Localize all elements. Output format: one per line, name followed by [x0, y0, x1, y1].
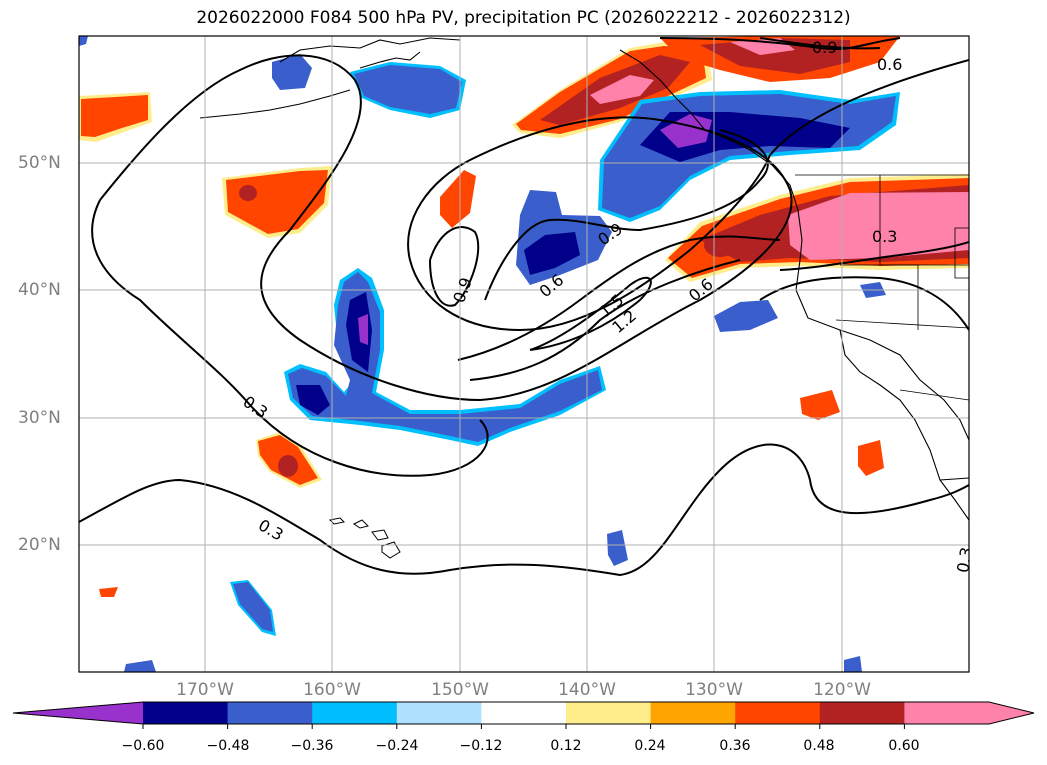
- hawaii-islands: [328, 517, 401, 559]
- colorbar-tick-label: 0.48: [803, 738, 835, 754]
- colorbar-tick-label: 0.36: [719, 738, 751, 754]
- political-borders: [795, 174, 969, 401]
- colorbar-tick-label: 0.60: [888, 738, 920, 754]
- colorbar-segment: [396, 702, 482, 724]
- lat-label-50n: 50°N: [18, 153, 61, 173]
- colorbar-segment: [143, 702, 229, 724]
- colorbar-tick-label: −0.12: [459, 738, 503, 754]
- contour-label: 0.9: [812, 38, 837, 57]
- graticule: [79, 36, 969, 672]
- lat-label-20n: 20°N: [18, 535, 61, 555]
- lon-label-170w: 170°W: [176, 680, 234, 700]
- map-title: 2026022000 F084 500 hPa PV, precipitatio…: [196, 8, 851, 28]
- colorbar-tick-label: 0.12: [550, 738, 582, 754]
- colorbar-segment: [735, 702, 821, 724]
- colorbar-segment: [566, 702, 652, 724]
- colorbar-tick-label: −0.48: [206, 738, 250, 754]
- lat-label-40n: 40°N: [18, 280, 61, 300]
- lon-label-140w: 140°W: [558, 680, 616, 700]
- colorbar-tick-label: −0.24: [375, 738, 419, 754]
- colorbar-segments: [143, 702, 990, 724]
- lon-label-130w: 130°W: [685, 680, 743, 700]
- lon-label-160w: 160°W: [303, 680, 361, 700]
- colorbar-segment: [904, 702, 990, 724]
- lon-label-150w: 150°W: [431, 680, 489, 700]
- contour-label: 0.3: [872, 227, 897, 246]
- colorbar-extend-low: [13, 702, 143, 724]
- colorbar-extend-high: [989, 702, 1034, 724]
- map-frame: [78, 35, 970, 673]
- pv-contours: [79, 37, 969, 577]
- map-plot-area: 0.9 0.6 0.3 0.9 0.6 0.9 1.5 1.2 0.6 0.3 …: [79, 36, 976, 672]
- colorbar-segment: [481, 702, 567, 724]
- colorbar-tick-label: −0.36: [290, 738, 334, 754]
- colorbar-segment: [312, 702, 398, 724]
- colorbar-tick-label: 0.24: [634, 738, 666, 754]
- contour-label: 0.6: [877, 55, 902, 74]
- colorbar: [12, 701, 1035, 729]
- colorbar-tick-label: −0.60: [121, 738, 165, 754]
- lon-label-120w: 120°W: [813, 680, 871, 700]
- colorbar-segment: [819, 702, 905, 724]
- colorbar-segment: [650, 702, 736, 724]
- lat-label-30n: 30°N: [18, 408, 61, 428]
- colorbar-segment: [227, 702, 313, 724]
- contour-label: 0.3: [953, 546, 976, 574]
